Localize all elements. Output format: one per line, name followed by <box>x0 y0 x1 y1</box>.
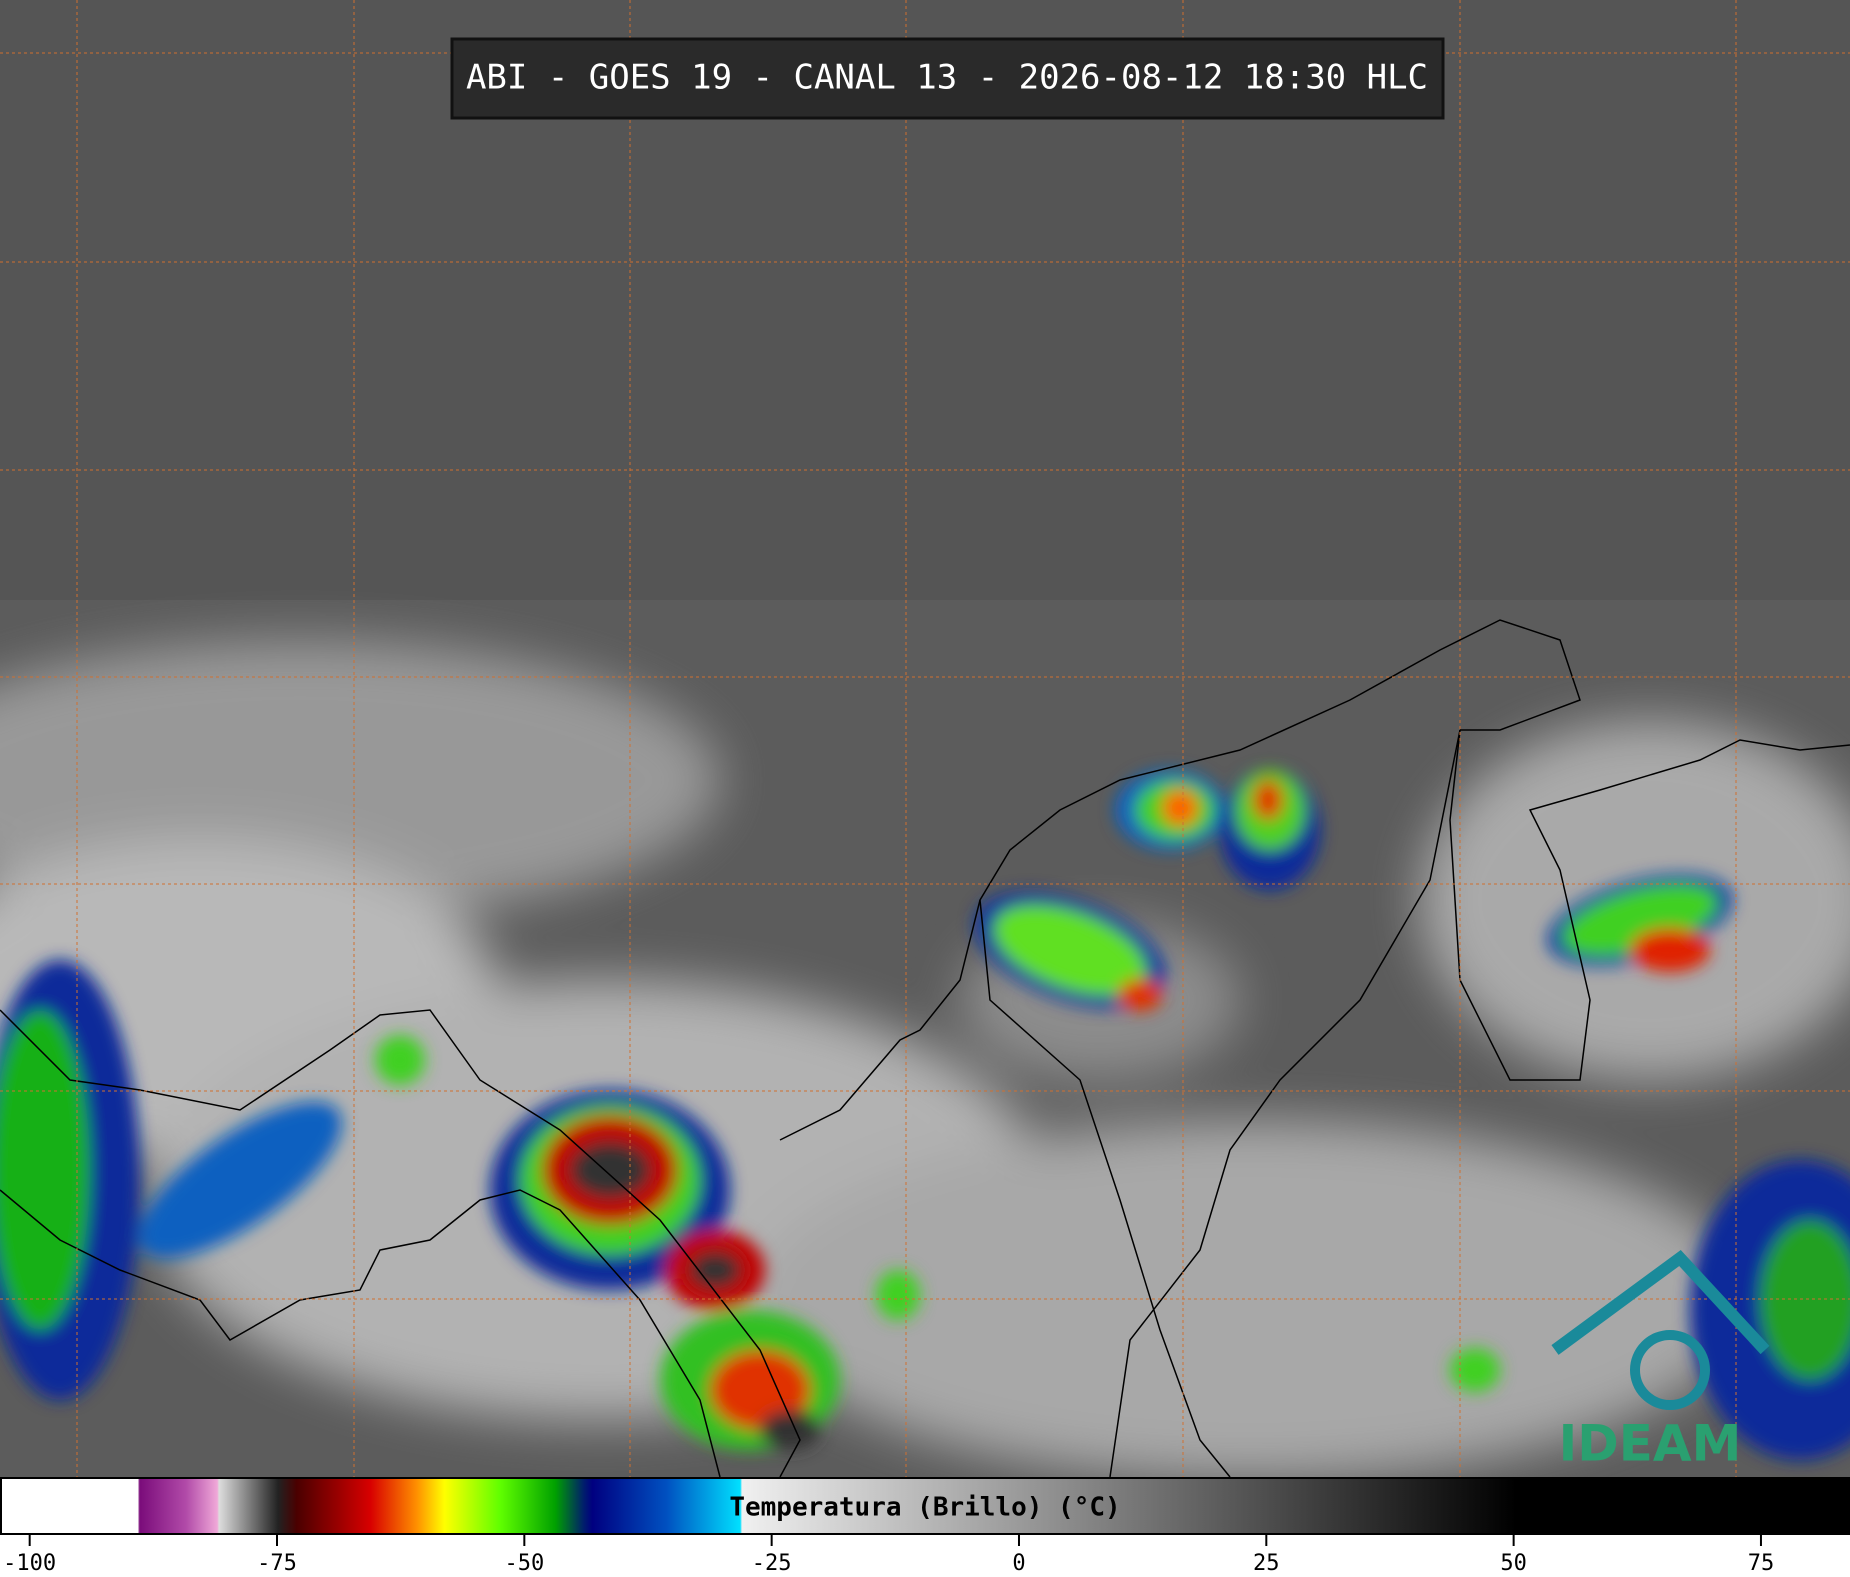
tick-label: 25 <box>1253 1551 1280 1576</box>
tick-label: -100 <box>3 1551 56 1576</box>
title: ABI - GOES 19 - CANAL 13 - 2026-08-12 18… <box>466 58 1428 98</box>
colorbar-ticks: -100 -75 -50 -25 0 25 50 75 <box>3 1534 1774 1576</box>
imagery <box>0 0 1850 1480</box>
colorbar-label: Temperatura (Brillo) (°C) <box>729 1493 1120 1523</box>
logo: IDEAM <box>1551 1249 1770 1473</box>
title-box <box>450 37 1445 120</box>
tick-label: 75 <box>1748 1551 1775 1576</box>
tick-label: 50 <box>1500 1551 1527 1576</box>
tick-label: 0 <box>1012 1551 1025 1576</box>
logo-text: IDEAM <box>1559 1415 1742 1473</box>
colorbar <box>0 1477 1850 1535</box>
tick-label: -50 <box>504 1551 544 1576</box>
tick-label: -75 <box>257 1551 297 1576</box>
tick-label: -25 <box>752 1551 792 1576</box>
